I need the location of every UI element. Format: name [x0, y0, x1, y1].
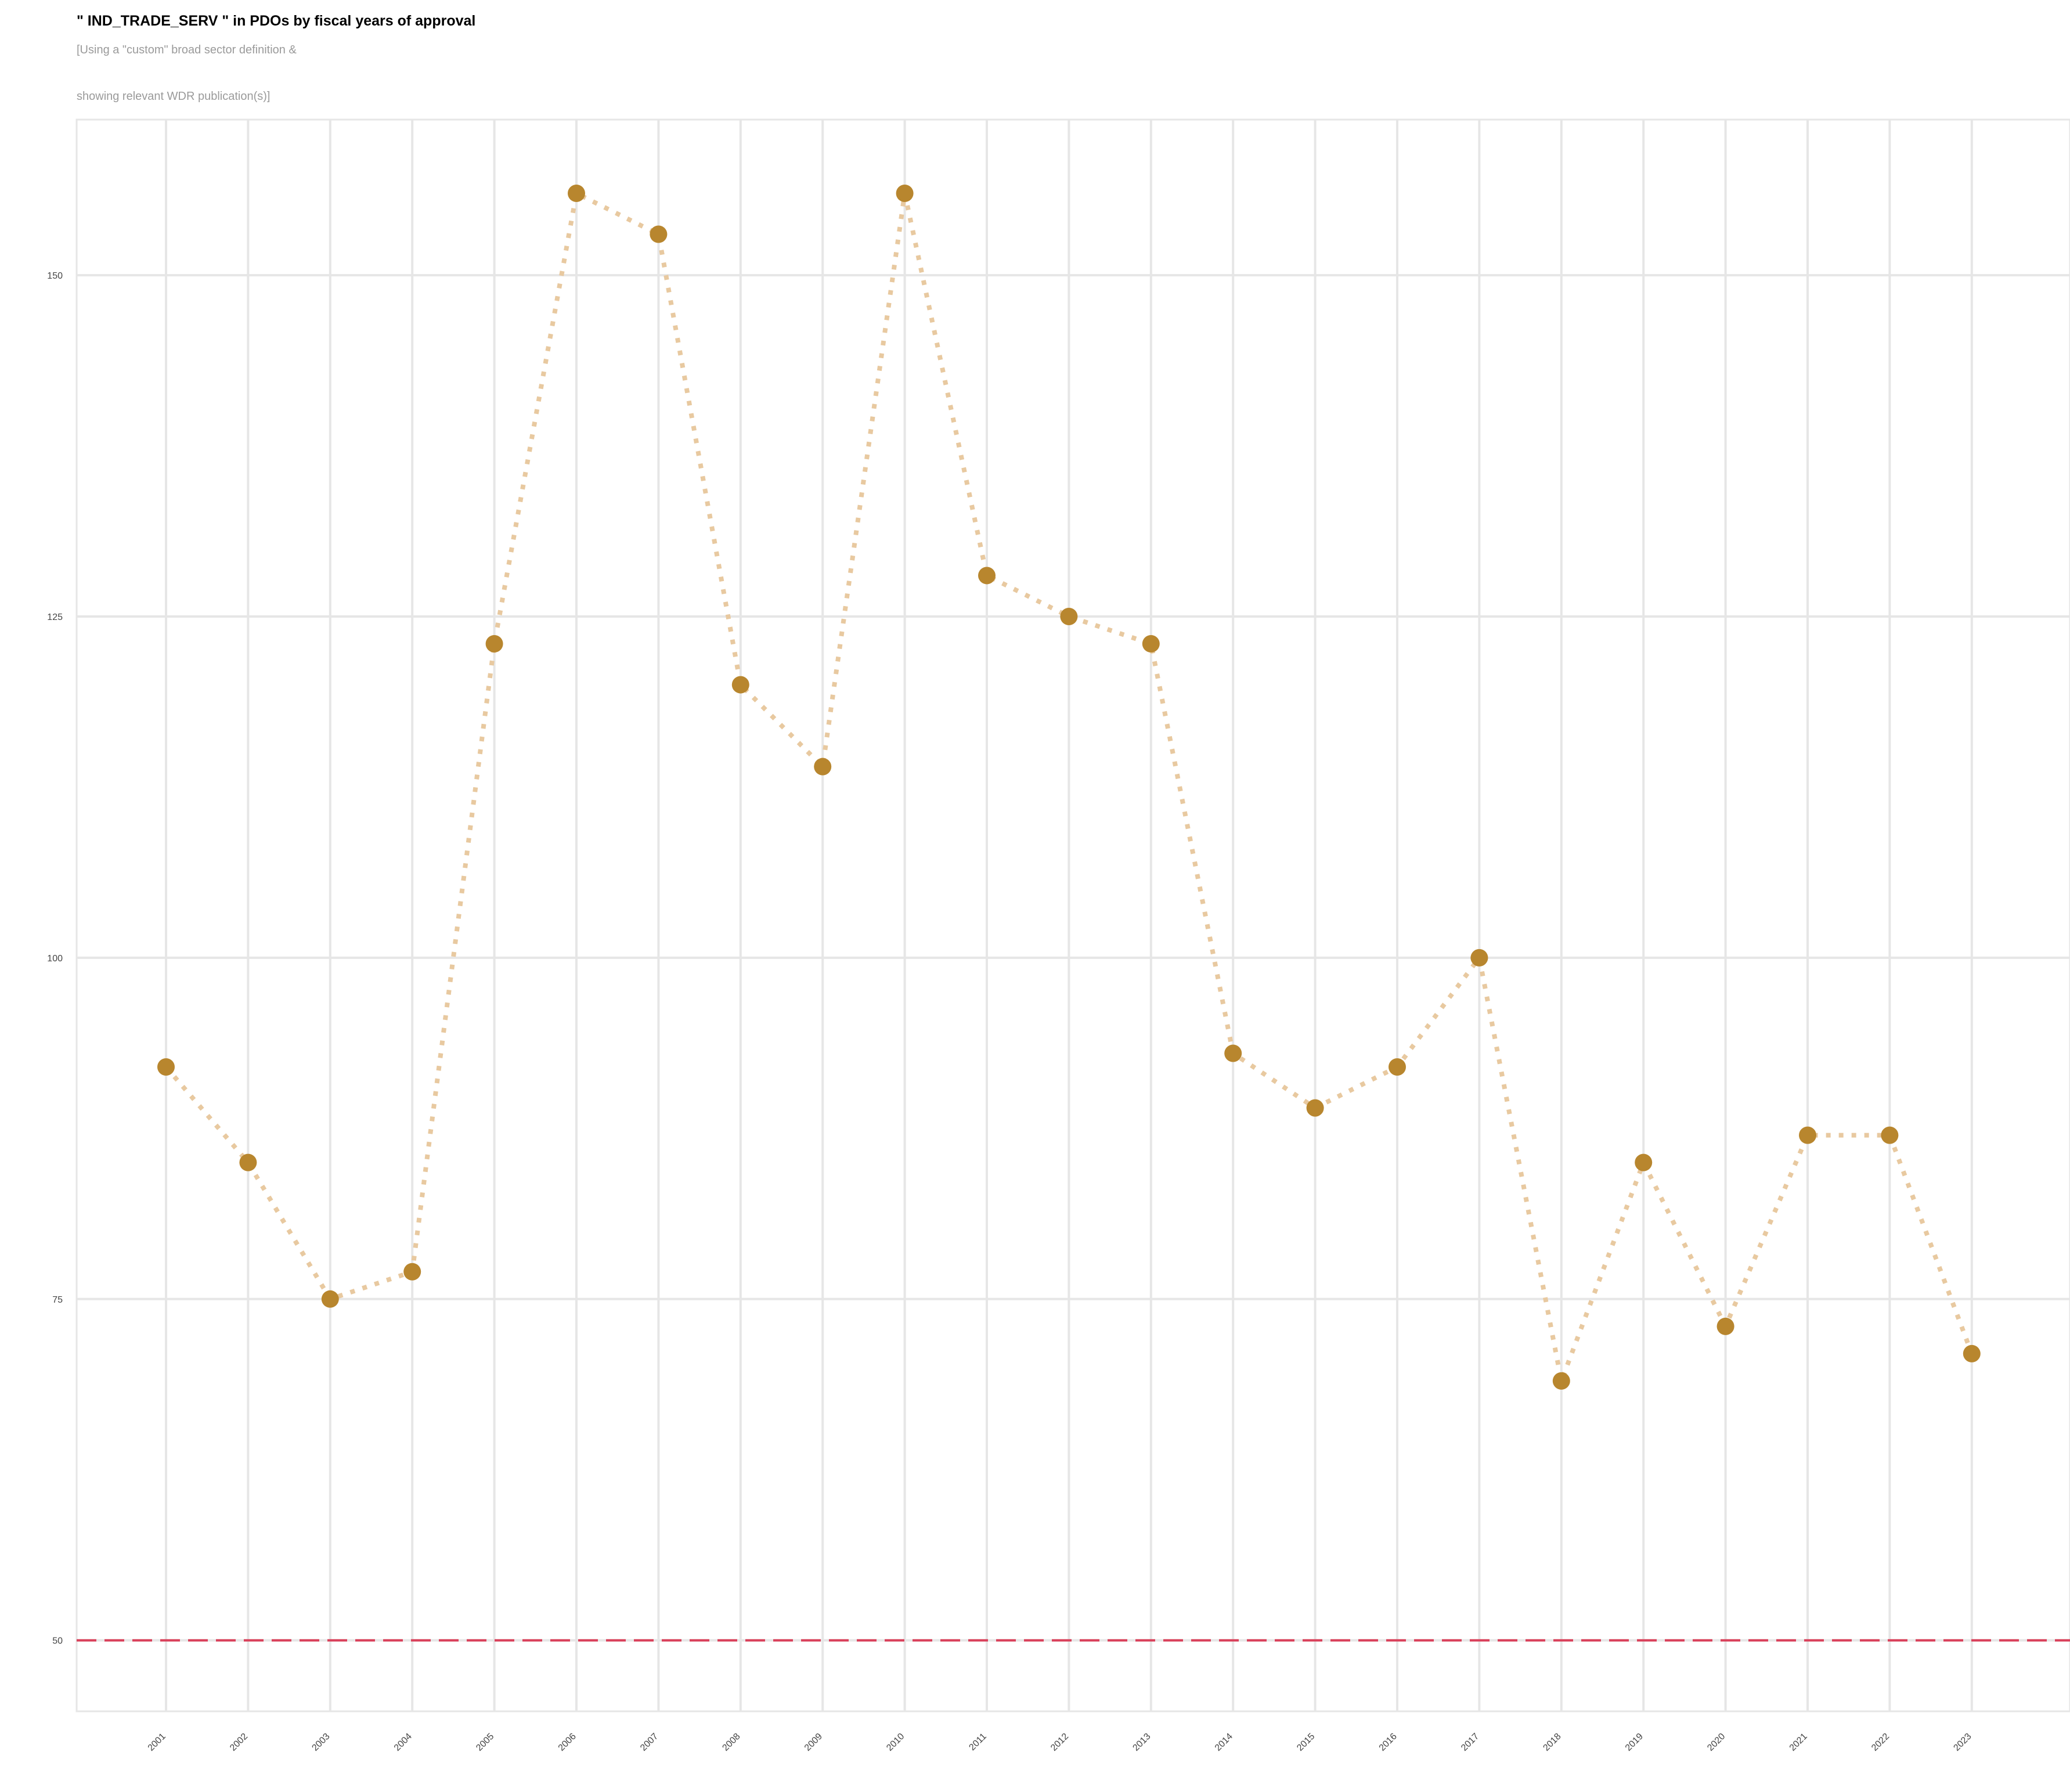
x-tick-label-2001: 2001 [146, 1732, 168, 1753]
x-tick-label-2015: 2015 [1295, 1732, 1317, 1753]
x-tick-label-2002: 2002 [228, 1732, 250, 1753]
x-tick-label-2021: 2021 [1788, 1732, 1809, 1753]
x-tick-label-2009: 2009 [803, 1732, 824, 1753]
data-point-2023 [1963, 1344, 1981, 1362]
data-point-2003 [321, 1290, 339, 1308]
data-point-2019 [1635, 1153, 1653, 1171]
x-tick-label-2023: 2023 [1952, 1732, 1973, 1753]
x-tick-label-2014: 2014 [1213, 1732, 1235, 1753]
series-line-0 [164, 190, 1974, 1390]
x-tick-label-2020: 2020 [1705, 1732, 1727, 1753]
data-point-2021 [1799, 1126, 1816, 1144]
x-tick-label-2018: 2018 [1541, 1732, 1563, 1753]
data-point-2010 [896, 184, 914, 202]
y-axis-ticks: 50 75 100 125 150 [47, 271, 63, 1646]
x-tick-label-2004: 2004 [392, 1732, 414, 1753]
y-tick-label-75: 75 [52, 1295, 63, 1305]
x-tick-label-2003: 2003 [310, 1732, 331, 1753]
y-tick-label-50: 50 [52, 1636, 63, 1646]
data-point-2022 [1881, 1126, 1899, 1144]
data-point-2016 [1389, 1058, 1406, 1076]
series-line-group [164, 190, 1974, 1390]
data-point-2002 [239, 1153, 257, 1171]
x-tick-label-2017: 2017 [1459, 1732, 1481, 1753]
x-axis-ticks: 2001 2002 2003 2004 2005 2006 2007 2008 2009 2010… [146, 1732, 1974, 1753]
x-tick-label-2022: 2022 [1870, 1732, 1891, 1753]
x-tick-label-2012: 2012 [1049, 1732, 1070, 1753]
data-point-2011 [978, 567, 996, 585]
data-point-2017 [1470, 949, 1488, 967]
x-tick-label-2013: 2013 [1131, 1732, 1152, 1753]
data-point-2018 [1552, 1372, 1570, 1390]
y-tick-label-100: 100 [47, 954, 63, 964]
data-point-2013 [1142, 635, 1160, 653]
x-tick-label-2007: 2007 [639, 1732, 660, 1753]
x-tick-label-2016: 2016 [1377, 1732, 1399, 1753]
chart-subtitle-line-2: showing relevant WDR publication(s)] [77, 90, 270, 103]
data-points [157, 184, 1981, 1390]
y-tick-label-150: 150 [47, 271, 63, 281]
data-point-2001 [157, 1058, 175, 1076]
x-tick-label-2008: 2008 [720, 1732, 742, 1753]
x-tick-label-2019: 2019 [1624, 1732, 1645, 1753]
data-point-2008 [731, 676, 749, 694]
chart-subtitle-line-1: [Using a "custom" broad sector definitio… [77, 44, 297, 56]
data-point-2015 [1306, 1099, 1324, 1117]
x-tick-label-2006: 2006 [557, 1732, 578, 1753]
data-point-2020 [1716, 1317, 1734, 1335]
chart-title: " IND_TRADE_SERV " in PDOs by fiscal yea… [77, 13, 475, 29]
data-point-2006 [568, 184, 585, 202]
data-point-2007 [650, 225, 668, 243]
grid-lines [77, 120, 2070, 1711]
data-point-2004 [403, 1263, 421, 1281]
data-point-2014 [1224, 1044, 1242, 1062]
data-point-2012 [1060, 607, 1078, 625]
x-tick-label-2011: 2011 [967, 1732, 988, 1753]
plot-area-frame [75, 118, 2070, 1712]
x-tick-label-2010: 2010 [885, 1732, 906, 1753]
x-tick-label-2005: 2005 [474, 1732, 496, 1753]
data-point-2009 [814, 758, 832, 776]
data-point-2005 [485, 635, 503, 653]
y-tick-label-125: 125 [47, 612, 63, 622]
